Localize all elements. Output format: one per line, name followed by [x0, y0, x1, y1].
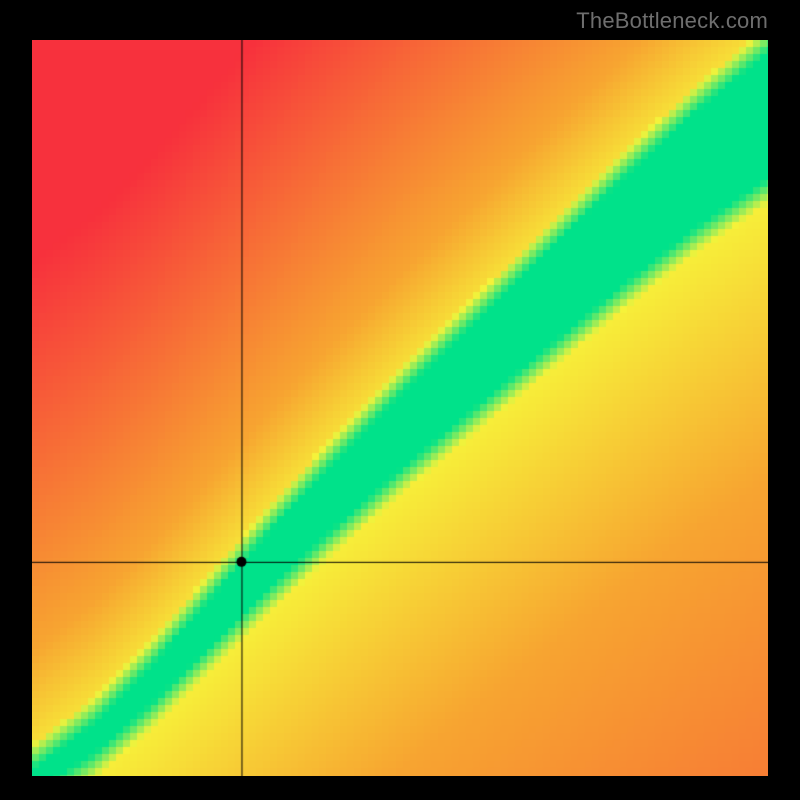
bottleneck-heatmap: [32, 40, 768, 776]
heatmap-canvas: [32, 40, 768, 776]
watermark-text: TheBottleneck.com: [576, 8, 768, 34]
